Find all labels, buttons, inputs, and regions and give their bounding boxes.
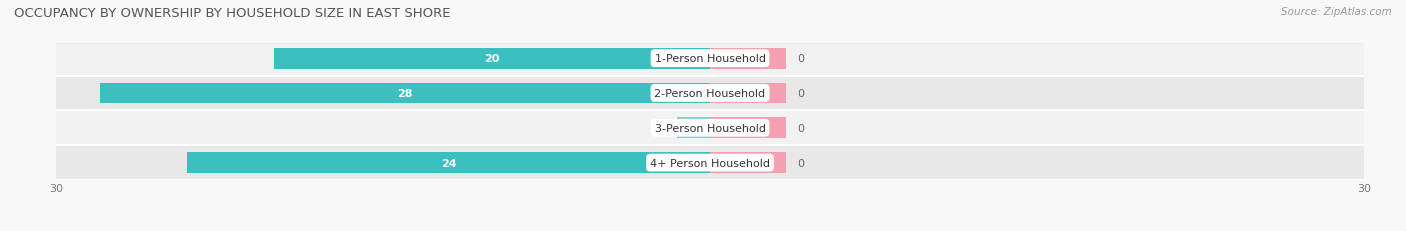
Text: 3-Person Household: 3-Person Household [655,123,765,133]
Text: Source: ZipAtlas.com: Source: ZipAtlas.com [1281,7,1392,17]
Text: 0: 0 [797,88,804,99]
Text: 24: 24 [440,158,457,168]
Text: 0: 0 [797,54,804,64]
Bar [710,152,786,173]
Bar [56,146,1364,180]
Bar [710,118,786,139]
Text: 0: 0 [797,123,804,133]
Text: 28: 28 [396,88,413,99]
Text: OCCUPANCY BY OWNERSHIP BY HOUSEHOLD SIZE IN EAST SHORE: OCCUPANCY BY OWNERSHIP BY HOUSEHOLD SIZE… [14,7,450,20]
Bar [274,49,710,69]
Bar [710,83,786,104]
Bar [56,42,1364,76]
Text: 2-Person Household: 2-Person Household [654,88,766,99]
Bar [710,49,786,69]
Bar [187,152,710,173]
Text: 20: 20 [485,54,499,64]
Bar [678,118,710,139]
Text: 0: 0 [664,123,671,133]
Bar [56,111,1364,146]
Text: 0: 0 [797,158,804,168]
Text: 1-Person Household: 1-Person Household [655,54,765,64]
Bar [100,83,710,104]
Text: 4+ Person Household: 4+ Person Household [650,158,770,168]
Bar [56,76,1364,111]
